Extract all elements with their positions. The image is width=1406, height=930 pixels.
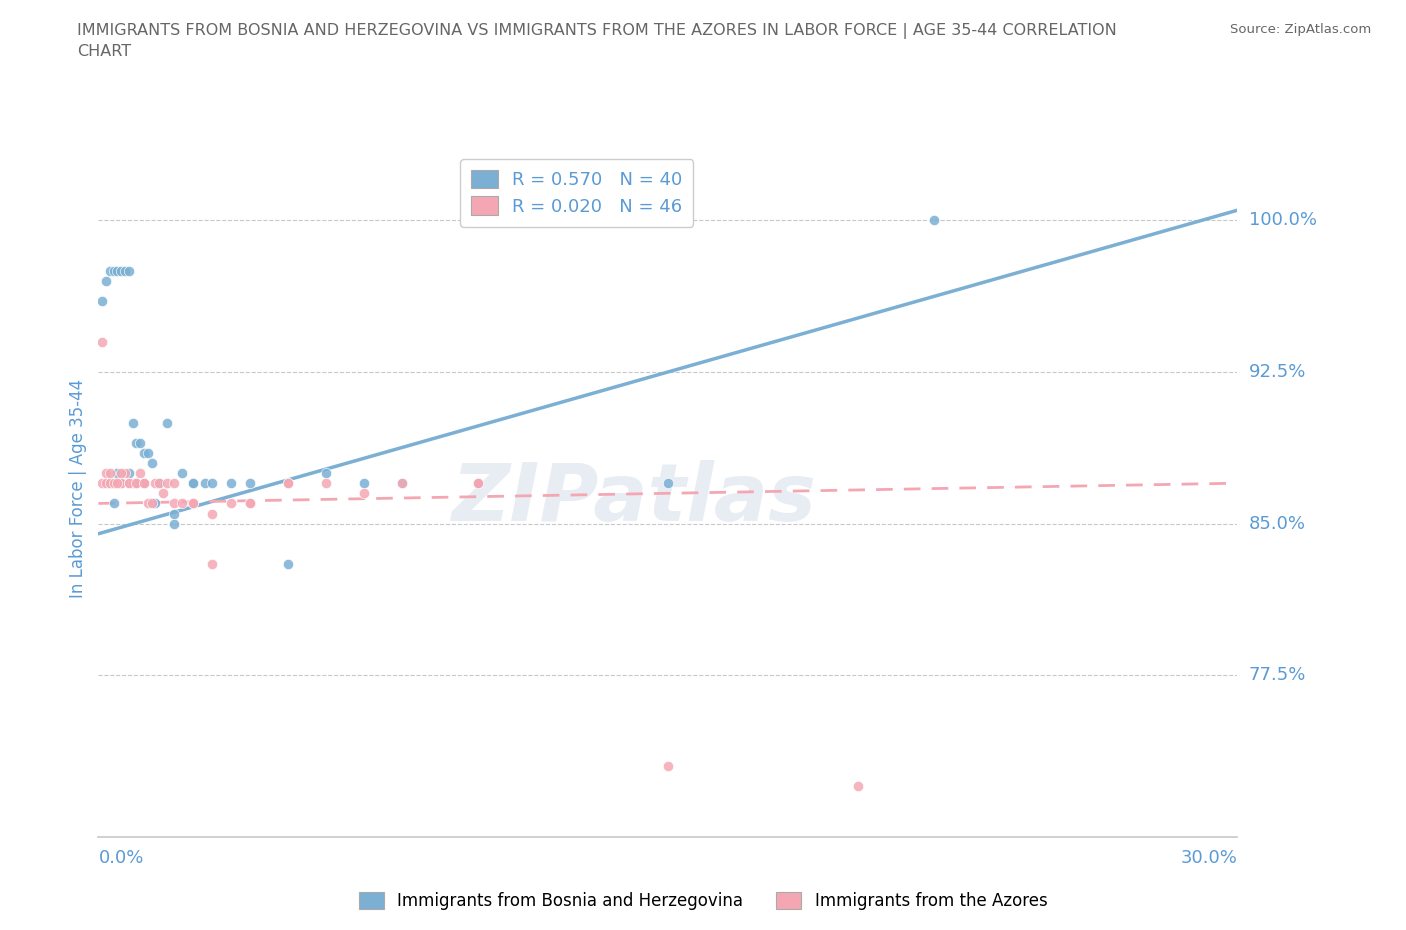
Point [467, 476, 489, 491]
Point [91, 334, 114, 349]
Point [170, 466, 193, 481]
Point [136, 496, 159, 511]
Point [277, 476, 299, 491]
Point [114, 466, 136, 481]
Point [353, 476, 375, 491]
Point [156, 476, 179, 491]
Point [136, 445, 159, 460]
Point [125, 476, 148, 491]
Point [110, 466, 132, 481]
Point [94, 466, 117, 481]
Point [467, 476, 489, 491]
Point [98, 476, 121, 491]
Point [467, 476, 489, 491]
Point [94, 476, 117, 491]
Point [132, 445, 155, 460]
Point [183, 496, 205, 511]
Point [121, 415, 143, 430]
Point [148, 476, 170, 491]
Point [125, 476, 148, 491]
Point [103, 263, 125, 278]
Text: IMMIGRANTS FROM BOSNIA AND HERZEGOVINA VS IMMIGRANTS FROM THE AZORES IN LABOR FO: IMMIGRANTS FROM BOSNIA AND HERZEGOVINA V… [77, 23, 1118, 59]
Text: 0.0%: 0.0% [98, 849, 143, 867]
Point [98, 476, 121, 491]
Point [315, 466, 337, 481]
Point [277, 476, 299, 491]
Point [107, 476, 129, 491]
Point [194, 476, 217, 491]
Point [221, 476, 243, 491]
Point [239, 476, 262, 491]
Point [132, 476, 155, 491]
Point [145, 496, 167, 511]
Point [163, 476, 186, 491]
Point [163, 506, 186, 521]
Point [201, 476, 224, 491]
Text: Source: ZipAtlas.com: Source: ZipAtlas.com [1230, 23, 1371, 36]
Point [201, 557, 224, 572]
Point [118, 466, 141, 481]
Point [145, 476, 167, 491]
Point [277, 557, 299, 572]
Point [391, 476, 413, 491]
Point [201, 506, 224, 521]
Point [118, 263, 141, 278]
Point [353, 485, 375, 500]
Point [91, 476, 114, 491]
Point [110, 476, 132, 491]
Point [922, 213, 945, 228]
Point [183, 476, 205, 491]
Text: ZIPatlas: ZIPatlas [451, 459, 817, 538]
Point [239, 496, 262, 511]
Point [132, 476, 155, 491]
Point [125, 476, 148, 491]
Legend: R = 0.570   N = 40, R = 0.020   N = 46: R = 0.570 N = 40, R = 0.020 N = 46 [460, 159, 693, 227]
Point [103, 476, 125, 491]
Point [110, 476, 132, 491]
Point [91, 294, 114, 309]
Y-axis label: In Labor Force | Age 35-44: In Labor Force | Age 35-44 [69, 379, 87, 598]
Point [129, 435, 152, 450]
Point [118, 476, 141, 491]
Point [152, 485, 174, 500]
Point [657, 476, 679, 491]
Point [129, 466, 152, 481]
Point [148, 476, 170, 491]
Legend: Immigrants from Bosnia and Herzegovina, Immigrants from the Azores: Immigrants from Bosnia and Herzegovina, … [352, 885, 1054, 917]
Point [239, 496, 262, 511]
Text: 100.0%: 100.0% [1249, 211, 1316, 230]
Point [98, 263, 121, 278]
Text: 30.0%: 30.0% [1181, 849, 1237, 867]
Point [107, 466, 129, 481]
Point [98, 466, 121, 481]
Point [163, 516, 186, 531]
Point [103, 476, 125, 491]
Point [221, 496, 243, 511]
Text: 85.0%: 85.0% [1249, 514, 1306, 533]
Point [183, 496, 205, 511]
Point [183, 476, 205, 491]
Point [107, 263, 129, 278]
Point [315, 476, 337, 491]
Point [846, 779, 869, 794]
Point [657, 759, 679, 774]
Point [170, 496, 193, 511]
Point [156, 415, 179, 430]
Point [163, 496, 186, 511]
Point [94, 273, 117, 288]
Point [132, 476, 155, 491]
Point [110, 263, 132, 278]
Point [118, 476, 141, 491]
Point [391, 476, 413, 491]
Point [107, 476, 129, 491]
Point [103, 496, 125, 511]
Point [121, 476, 143, 491]
Point [141, 496, 163, 511]
Point [114, 263, 136, 278]
Point [141, 456, 163, 471]
Text: 77.5%: 77.5% [1249, 666, 1306, 684]
Text: 92.5%: 92.5% [1249, 363, 1306, 381]
Point [125, 435, 148, 450]
